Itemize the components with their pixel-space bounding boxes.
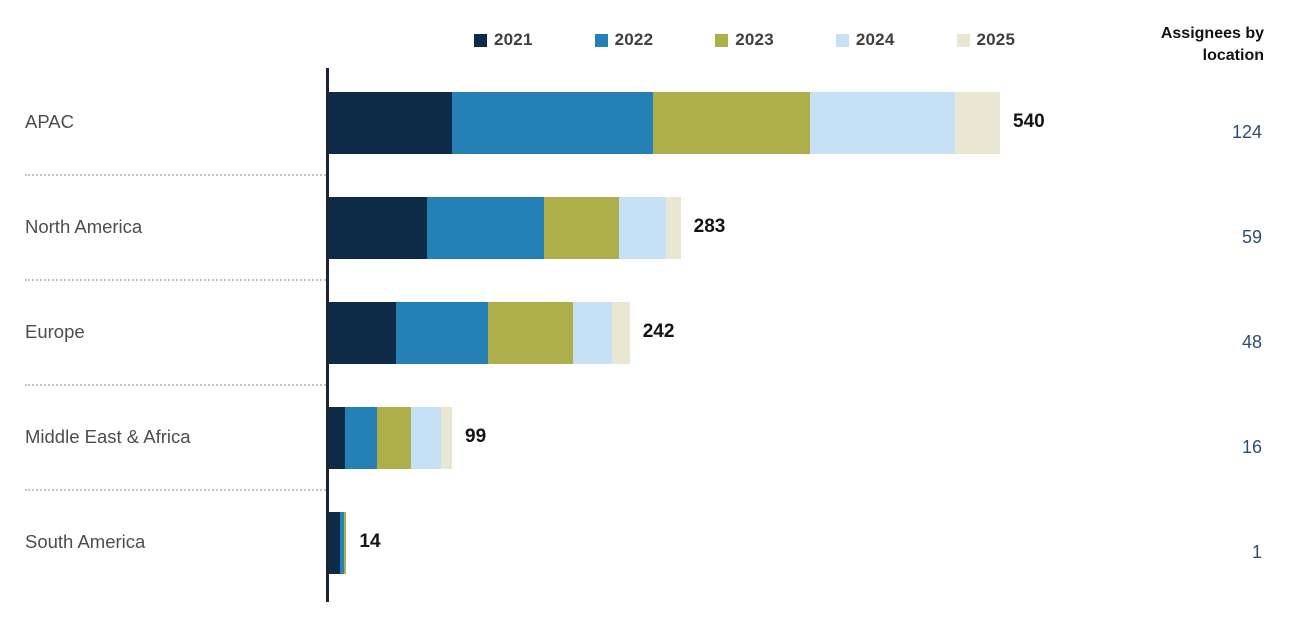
legend-label: 2022 <box>614 30 654 49</box>
bar-segment-2025[interactable] <box>612 302 630 364</box>
assignees-header: Assignees by location <box>1160 25 1264 65</box>
category-label: Middle East & Africa <box>25 426 191 447</box>
bar-segment-2022[interactable] <box>345 407 378 469</box>
stacked-bar <box>329 512 1298 574</box>
category-label: South America <box>25 531 146 552</box>
legend-swatch-icon <box>956 33 970 47</box>
bar-segment-2025[interactable] <box>955 92 1000 154</box>
stacked-bar <box>329 407 1298 469</box>
legend-swatch-icon <box>835 33 849 47</box>
plot-area: APAC 540 124 North America 283 59 Europe… <box>0 70 1298 595</box>
bar-segment-2023[interactable] <box>343 512 347 574</box>
legend-label: 2024 <box>855 30 895 49</box>
category-label: North America <box>25 216 143 237</box>
bar-segment-2025[interactable] <box>665 197 681 259</box>
bar-segment-2023[interactable] <box>543 197 619 259</box>
stacked-bar <box>329 302 1298 364</box>
legend-item[interactable]: 2022 <box>594 30 654 50</box>
bar-segment-2022[interactable] <box>396 302 489 364</box>
assignee-count: 16 <box>1241 437 1262 457</box>
bar-segment-2024[interactable] <box>410 407 441 469</box>
bar-track: 242 <box>329 302 1298 364</box>
total-label: 540 <box>1013 111 1045 132</box>
y-axis-line <box>326 68 329 602</box>
legend-item[interactable]: 2023 <box>715 30 774 50</box>
bar-segment-2022[interactable] <box>340 512 344 574</box>
chart-row: North America 283 59 <box>0 174 1298 280</box>
bar-segment-2021[interactable] <box>329 197 428 259</box>
row-separator <box>25 174 326 176</box>
chart-row: Europe 242 48 <box>0 279 1298 385</box>
bar-segment-2021[interactable] <box>329 302 397 364</box>
row-separator <box>25 279 326 281</box>
bar-segment-2021[interactable] <box>329 512 341 574</box>
bar-segment-2021[interactable] <box>329 407 346 469</box>
assignee-count: 48 <box>1241 332 1262 352</box>
legend-label: 2021 <box>494 30 533 49</box>
category-label: APAC <box>25 111 75 132</box>
chart-row: South America 14 1 <box>0 489 1298 595</box>
bar-segment-2024[interactable] <box>809 92 956 154</box>
bar-track: 99 <box>329 407 1298 469</box>
bar-segment-2023[interactable] <box>653 92 810 154</box>
legend-item[interactable]: 2024 <box>835 30 895 50</box>
legend-item[interactable]: 2021 <box>474 30 533 50</box>
stacked-bar <box>329 197 1298 259</box>
bar-track: 283 <box>329 197 1298 259</box>
total-label: 283 <box>693 216 726 237</box>
bar-segment-2023[interactable] <box>377 407 411 469</box>
bar-segment-2024[interactable] <box>618 197 666 259</box>
bar-segment-2023[interactable] <box>488 302 573 364</box>
total-label: 99 <box>465 426 487 447</box>
stacked-bar <box>329 92 1298 154</box>
legend-label: 2023 <box>735 30 774 49</box>
bar-track: 540 <box>329 92 1298 154</box>
assignee-count: 1 <box>1251 542 1262 562</box>
row-separator <box>25 489 326 491</box>
legend-swatch-icon <box>715 33 729 47</box>
legend-swatch-icon <box>594 33 608 47</box>
legend-label: 2025 <box>976 30 1016 49</box>
chart-row: Middle East & Africa 99 16 <box>0 384 1298 490</box>
bar-segment-2025[interactable] <box>440 407 452 469</box>
row-separator <box>25 384 326 386</box>
chart-row: APAC 540 124 <box>0 70 1298 175</box>
assignee-count: 124 <box>1231 122 1262 142</box>
assignee-count: 59 <box>1241 227 1262 247</box>
bar-segment-2022[interactable] <box>452 92 654 154</box>
total-label: 242 <box>642 321 675 342</box>
bar-track: 14 <box>329 512 1298 574</box>
total-label: 14 <box>359 531 381 552</box>
legend-swatch-icon <box>474 33 487 47</box>
bar-segment-2021[interactable] <box>329 92 453 154</box>
category-label: Europe <box>25 321 85 342</box>
bar-segment-2022[interactable] <box>427 197 544 259</box>
legend: 2021 2022 2023 2024 2025 <box>474 30 1015 50</box>
legend-item[interactable]: 2025 <box>956 30 1016 50</box>
bar-segment-2024[interactable] <box>572 302 613 364</box>
